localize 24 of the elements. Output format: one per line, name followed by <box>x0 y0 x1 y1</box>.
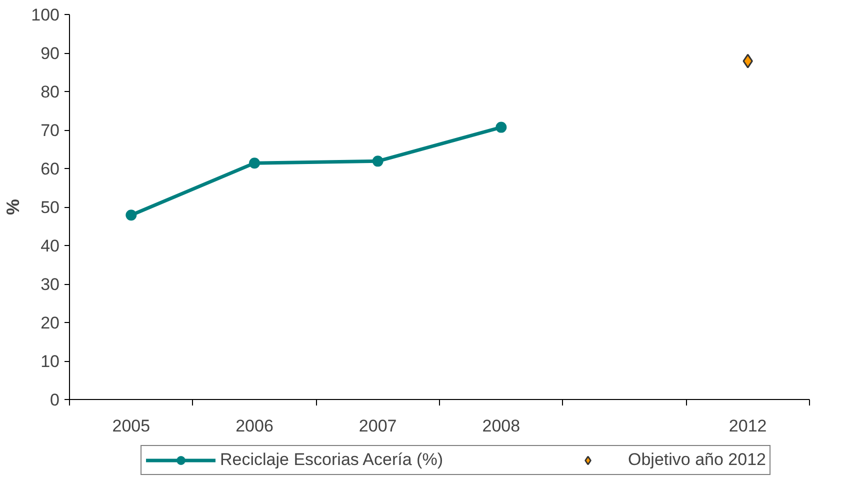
x-tick-label: 2006 <box>236 416 274 436</box>
y-tick-label: 90 <box>40 44 60 63</box>
x-tick-label: 2012 <box>728 416 767 436</box>
point <box>372 156 384 167</box>
y-tick-label: 100 <box>31 6 60 24</box>
y-tick-label: 0 <box>50 390 60 410</box>
y-tick-label: 10 <box>40 352 60 371</box>
y-tick-label: 40 <box>40 236 60 256</box>
y-tick-label: 80 <box>40 82 60 102</box>
y-tick-label: 20 <box>40 314 60 332</box>
legend-label: Objetivo año 2012 <box>628 450 766 470</box>
point <box>249 158 260 169</box>
x-tick-label: 2007 <box>358 416 397 436</box>
legend-label: Reciclaje Escorias Acería (%) <box>220 450 443 470</box>
y-tick-label: 60 <box>40 160 60 178</box>
x-tick-label: 2008 <box>482 416 520 436</box>
y-tick-label: 30 <box>40 275 60 294</box>
point <box>496 122 507 133</box>
point <box>742 54 753 68</box>
x-tick-label: 2005 <box>112 416 150 436</box>
point <box>126 210 137 221</box>
y-axis-title: % <box>3 198 24 215</box>
y-tick-label: 70 <box>40 121 60 140</box>
y-tick-label: 50 <box>40 198 60 217</box>
